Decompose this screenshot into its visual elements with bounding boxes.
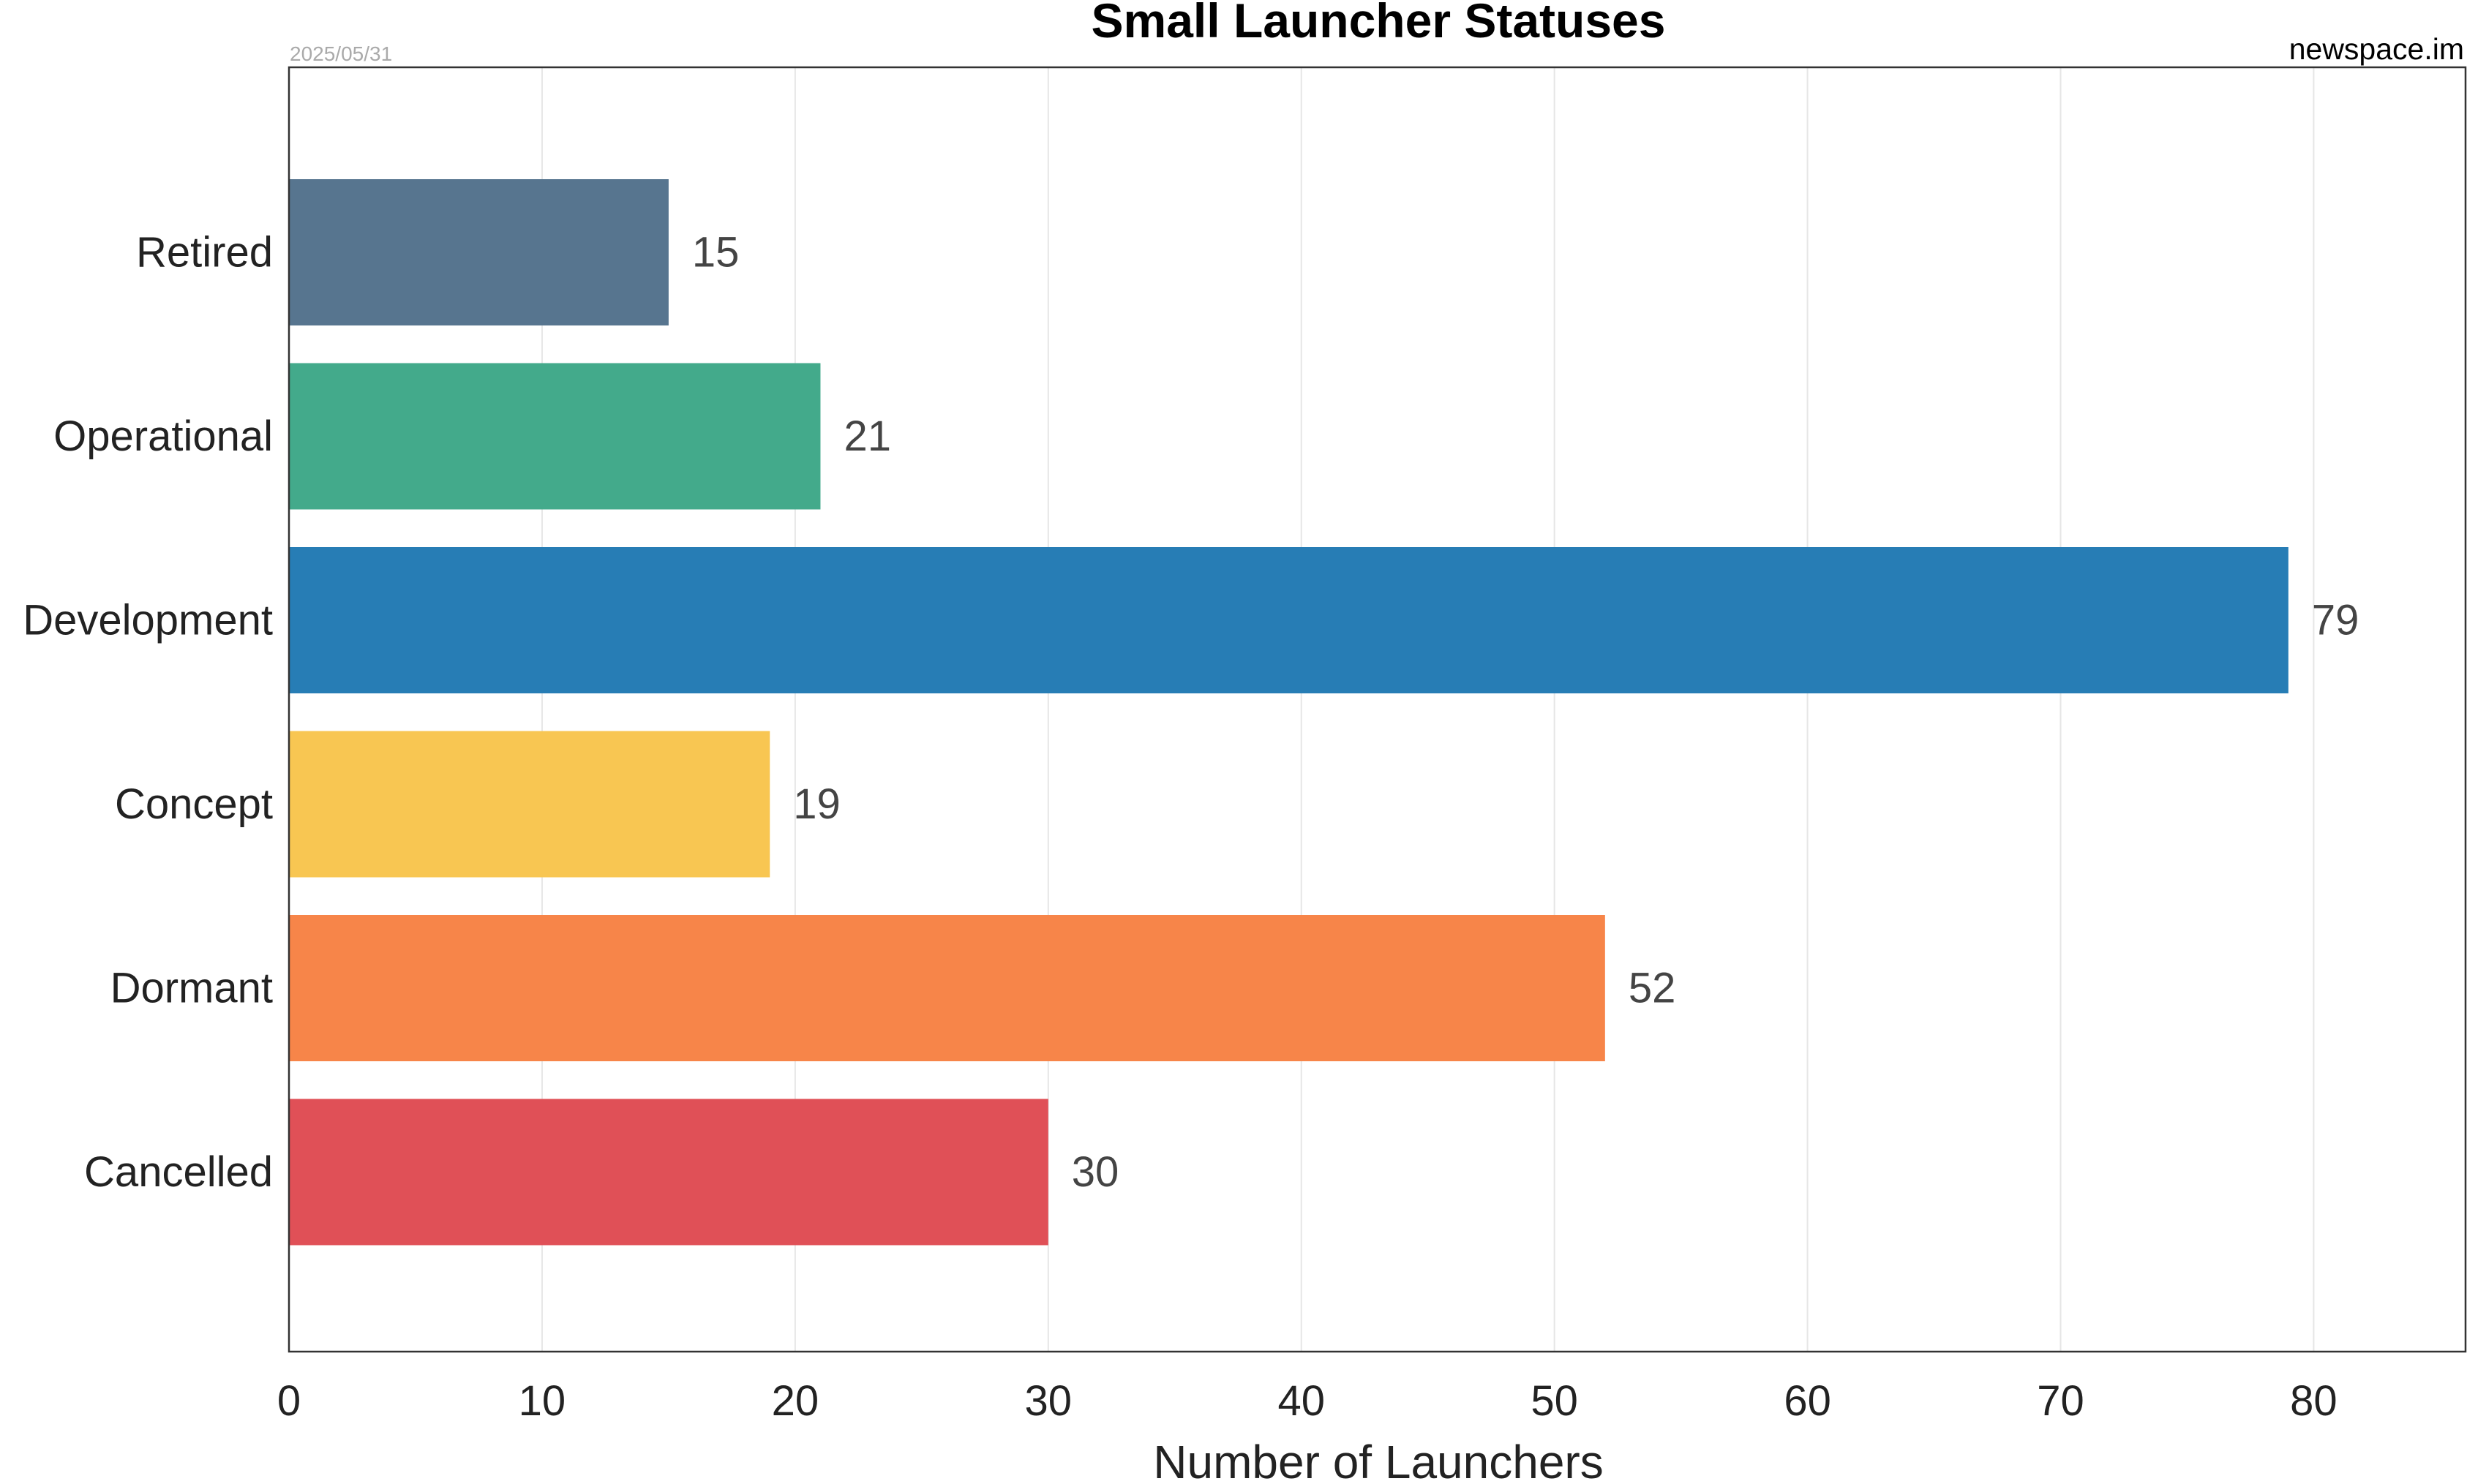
bar-concept — [289, 731, 770, 878]
x-tick-label: 20 — [772, 1377, 819, 1425]
x-tick-label: 40 — [1277, 1377, 1325, 1425]
grid-lines — [541, 67, 2315, 1352]
category-label: Dormant — [110, 965, 273, 1012]
category-label: Operational — [53, 413, 273, 460]
x-tick-label: 30 — [1025, 1377, 1073, 1425]
x-axis-ticks: 0 10 20 30 40 50 60 70 80 — [277, 1377, 2338, 1425]
chart-title: Small Launcher Statuses — [1092, 0, 1666, 48]
category-label: Development — [23, 597, 273, 644]
category-label: Retired — [136, 229, 273, 276]
value-label: 30 — [1072, 1148, 1119, 1196]
bar-development — [289, 547, 2288, 693]
value-label: 15 — [692, 229, 740, 276]
x-tick-label: 50 — [1531, 1377, 1578, 1425]
bars — [289, 179, 2288, 1246]
bar-retired — [289, 179, 669, 325]
x-tick-label: 70 — [2037, 1377, 2084, 1425]
chart-date: 2025/05/31 — [290, 42, 392, 65]
value-label: 79 — [2312, 597, 2359, 644]
x-tick-label: 10 — [519, 1377, 566, 1425]
category-label: Cancelled — [84, 1148, 273, 1196]
bar-cancelled — [289, 1099, 1048, 1246]
x-axis-title: Number of Launchers — [1153, 1436, 1603, 1484]
bar-dormant — [289, 915, 1605, 1061]
value-label: 21 — [844, 413, 891, 460]
category-labels: Retired Operational Development Concept Dorm… — [23, 229, 273, 1197]
value-label: 52 — [1629, 965, 1676, 1012]
plot-frame — [288, 66, 2467, 1353]
value-labels: 15 21 79 19 52 30 — [692, 229, 2359, 1197]
category-label: Concept — [115, 780, 273, 828]
bar-operational — [289, 363, 821, 510]
chart-source: newspace.im — [2289, 32, 2464, 66]
x-tick-label: 80 — [2290, 1377, 2338, 1425]
value-label: 19 — [793, 780, 841, 828]
x-tick-label: 0 — [277, 1377, 301, 1425]
x-tick-label: 60 — [1784, 1377, 1831, 1425]
